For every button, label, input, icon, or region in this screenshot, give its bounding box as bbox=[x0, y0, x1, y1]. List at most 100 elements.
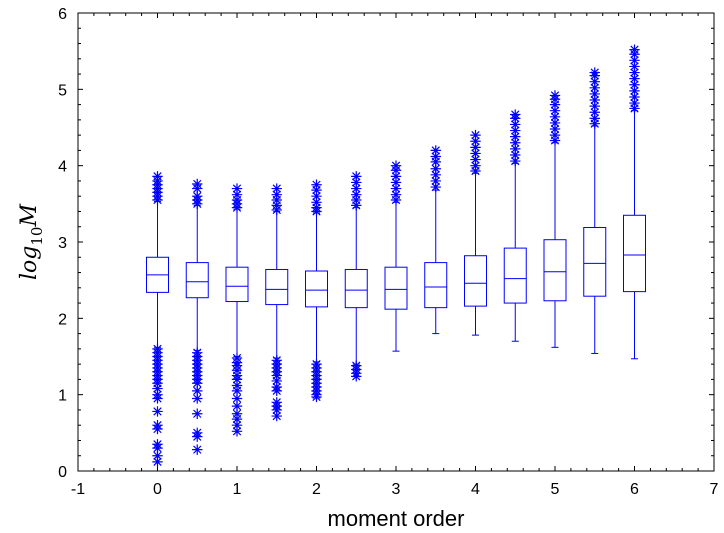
outlier-marker bbox=[390, 160, 402, 171]
outlier-marker bbox=[192, 385, 203, 397]
outlier-marker bbox=[390, 171, 402, 182]
outlier-marker bbox=[549, 105, 561, 116]
outlier-marker bbox=[152, 423, 163, 435]
outlier-marker bbox=[271, 375, 282, 387]
box-iqr bbox=[583, 226, 607, 297]
outlier-marker bbox=[470, 165, 481, 177]
outlier-marker bbox=[510, 109, 521, 120]
box-iqr bbox=[225, 266, 249, 303]
outlier-marker bbox=[152, 406, 163, 417]
outlier-marker bbox=[231, 183, 243, 194]
box-iqr bbox=[185, 262, 209, 299]
outlier-marker bbox=[271, 194, 282, 206]
y-tick-label: 1 bbox=[58, 388, 67, 405]
outlier-marker bbox=[629, 67, 640, 78]
x-tick-labels: -1 0 1 2 3 4 5 6 7 bbox=[71, 481, 719, 498]
x-axis-label: moment order bbox=[328, 506, 465, 531]
outlier-marker bbox=[231, 393, 243, 404]
outlier-marker bbox=[231, 385, 243, 397]
box-group bbox=[623, 44, 646, 360]
outlier-marker bbox=[152, 378, 163, 389]
outlier-marker bbox=[351, 189, 362, 200]
outlier-marker bbox=[629, 44, 640, 55]
y-tick-label: 3 bbox=[58, 235, 67, 252]
box-group bbox=[265, 183, 289, 422]
outlier-marker bbox=[510, 137, 521, 148]
outlier-marker bbox=[231, 413, 243, 425]
outlier-marker bbox=[470, 142, 481, 153]
outlier-marker bbox=[231, 365, 243, 376]
outlier-marker bbox=[430, 175, 441, 187]
outlier-marker bbox=[311, 391, 322, 403]
box-iqr bbox=[623, 214, 646, 293]
outlier-marker bbox=[430, 169, 441, 181]
y-tick-label: 5 bbox=[58, 82, 67, 99]
outlier-marker bbox=[589, 88, 600, 100]
outlier-marker bbox=[589, 113, 600, 124]
outlier-marker bbox=[271, 183, 282, 194]
outlier-marker bbox=[271, 200, 282, 211]
x-tick-label: 3 bbox=[392, 481, 401, 498]
y-tick-label: 2 bbox=[58, 311, 67, 328]
outlier-marker bbox=[510, 119, 521, 130]
box-group bbox=[185, 178, 209, 455]
outlier-marker bbox=[549, 135, 561, 146]
outlier-marker bbox=[192, 378, 203, 389]
x-tick-label: 1 bbox=[233, 481, 242, 498]
outlier-marker bbox=[311, 197, 322, 208]
outlier-marker bbox=[231, 189, 243, 200]
box-group bbox=[344, 171, 368, 382]
outlier-marker bbox=[351, 371, 362, 382]
y-tick-label: 0 bbox=[58, 464, 67, 481]
outlier-marker bbox=[311, 202, 322, 213]
outlier-marker bbox=[629, 91, 640, 103]
outlier-marker bbox=[192, 408, 203, 419]
y-axis-label-main: log bbox=[17, 246, 42, 280]
x-tick-label: 6 bbox=[630, 481, 639, 498]
box-group bbox=[543, 90, 567, 348]
outlier-marker bbox=[430, 151, 441, 162]
outlier-marker bbox=[629, 79, 640, 90]
x-tick-label: 2 bbox=[312, 481, 321, 498]
outlier-marker bbox=[271, 404, 282, 416]
outlier-marker bbox=[510, 125, 521, 136]
y-tick-label: 4 bbox=[58, 159, 67, 176]
box-group bbox=[146, 171, 169, 468]
x-tick-label: 7 bbox=[710, 481, 719, 498]
box-iqr bbox=[344, 268, 368, 309]
outlier-marker bbox=[470, 129, 481, 141]
outlier-marker bbox=[470, 136, 481, 147]
y-axis-label-subscript: 10 bbox=[28, 227, 46, 246]
box-group bbox=[305, 179, 328, 403]
box-group bbox=[384, 160, 408, 352]
outlier-marker bbox=[629, 97, 640, 109]
outlier-marker bbox=[430, 156, 441, 168]
y-tick-label: 6 bbox=[58, 6, 67, 23]
outlier-marker bbox=[629, 85, 640, 97]
box-iqr bbox=[543, 239, 567, 302]
box-iqr bbox=[464, 255, 487, 307]
outlier-marker bbox=[470, 148, 481, 159]
outlier-marker bbox=[152, 393, 163, 404]
outlier-marker bbox=[231, 194, 243, 206]
x-tick-label: 5 bbox=[551, 481, 560, 498]
outlier-marker bbox=[390, 194, 402, 206]
plot-frame bbox=[77, 12, 715, 472]
box-iqr bbox=[305, 270, 328, 308]
outlier-marker bbox=[192, 178, 203, 190]
outlier-marker bbox=[629, 55, 640, 66]
outlier-marker bbox=[470, 154, 481, 165]
outlier-marker bbox=[231, 400, 243, 412]
outlier-marker bbox=[152, 442, 163, 454]
outlier-marker bbox=[192, 191, 203, 202]
outlier-marker bbox=[629, 73, 640, 84]
outlier-marker bbox=[589, 76, 600, 87]
outlier-marker bbox=[510, 155, 521, 167]
outlier-marker bbox=[271, 189, 282, 200]
outlier-marker bbox=[231, 380, 243, 391]
outlier-marker bbox=[549, 111, 561, 123]
outlier-marker bbox=[351, 171, 362, 182]
outlier-marker bbox=[390, 189, 402, 200]
